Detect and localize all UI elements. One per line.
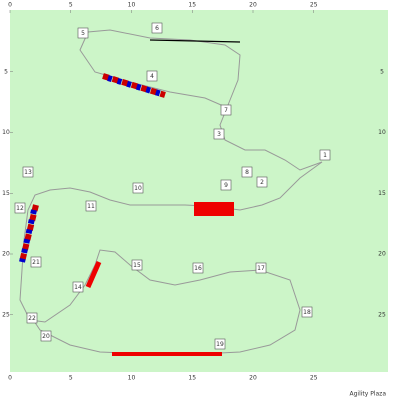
- obstacle-number: 8: [245, 169, 249, 176]
- obstacle-box: [85, 200, 97, 212]
- obstacle-box: [14, 202, 26, 214]
- tunnel: [85, 260, 102, 289]
- field: [10, 10, 388, 372]
- obstacle-number: 10: [134, 185, 142, 192]
- obstacle-box: [220, 104, 232, 116]
- obstacle-number: 18: [303, 309, 311, 316]
- obstacle-number: 7: [224, 107, 228, 114]
- obstacle-number: 4: [150, 73, 154, 80]
- obstacle-box: [319, 149, 331, 161]
- obstacle-number: 22: [28, 315, 36, 322]
- obstacle-number: 9: [224, 182, 228, 189]
- y-tick-label: 10: [2, 129, 10, 136]
- dogwalk: [149, 39, 241, 43]
- weave: [102, 73, 166, 98]
- footer: Agility Plaza: [349, 391, 386, 398]
- obstacle-box: [214, 338, 226, 350]
- x-tick-label: 15: [188, 375, 196, 382]
- x-tick-label: 20: [249, 375, 257, 382]
- y-tick-label: 20: [2, 251, 10, 258]
- obstacle-box: [131, 259, 143, 271]
- y-tick-label: 25: [2, 311, 10, 318]
- x-tick-label: 25: [310, 2, 318, 9]
- obstacle-number: 12: [16, 205, 24, 212]
- obstacle-number: 19: [216, 341, 224, 348]
- obstacle-box: [192, 262, 204, 274]
- obstacle-number: 2: [260, 179, 264, 186]
- obstacle-number: 3: [217, 131, 221, 138]
- obstacle-number: 20: [42, 333, 50, 340]
- obstacle-number: 14: [74, 284, 82, 291]
- y-tick-label: 10: [378, 129, 386, 136]
- obstacle-number: 21: [32, 259, 40, 266]
- x-tick-label: 20: [249, 2, 257, 9]
- obstacle-number: 16: [194, 265, 202, 272]
- obstacle-number: 15: [133, 262, 141, 269]
- obstacle-number: 11: [87, 203, 95, 210]
- y-tick-label: 15: [378, 190, 386, 197]
- x-tick-label: 0: [8, 2, 12, 9]
- x-tick-label: 15: [188, 2, 196, 9]
- tunnel: [194, 202, 234, 216]
- y-tick-label: 15: [2, 190, 10, 197]
- obstacle-box: [77, 27, 89, 39]
- obstacle-number: 5: [81, 30, 85, 37]
- obstacle-number: 1: [323, 152, 327, 159]
- x-tick-label: 10: [128, 2, 136, 9]
- x-tick-label: 25: [310, 375, 318, 382]
- obstacle-number: 17: [257, 265, 265, 272]
- obstacle-box: [255, 262, 267, 274]
- obstacle-box: [256, 176, 268, 188]
- x-tick-label: 0: [8, 375, 12, 382]
- y-tick-label: 20: [378, 251, 386, 258]
- obstacle-box: [220, 179, 232, 191]
- obstacle-box: [301, 306, 313, 318]
- obstacle-box: [26, 312, 38, 324]
- y-tick-label: 5: [380, 68, 384, 75]
- obstacle-box: [151, 22, 163, 34]
- handler-path: [19, 161, 323, 355]
- obstacle-box: [72, 281, 84, 293]
- obstacle-box: [146, 70, 158, 82]
- obstacle-box: [213, 128, 225, 140]
- y-tick-label: 25: [378, 311, 386, 318]
- obstacle-box: [30, 256, 42, 268]
- obstacle-number: 6: [155, 25, 159, 32]
- obstacle-box: [241, 166, 253, 178]
- x-tick-label: 10: [128, 375, 136, 382]
- obstacle-number: 13: [24, 169, 32, 176]
- obstacle-box: [40, 330, 52, 342]
- x-tick-label: 5: [69, 375, 73, 382]
- obstacle-box: [132, 182, 144, 194]
- x-tick-label: 5: [69, 2, 73, 9]
- obstacle-box: [22, 166, 34, 178]
- y-tick-label: 5: [4, 68, 8, 75]
